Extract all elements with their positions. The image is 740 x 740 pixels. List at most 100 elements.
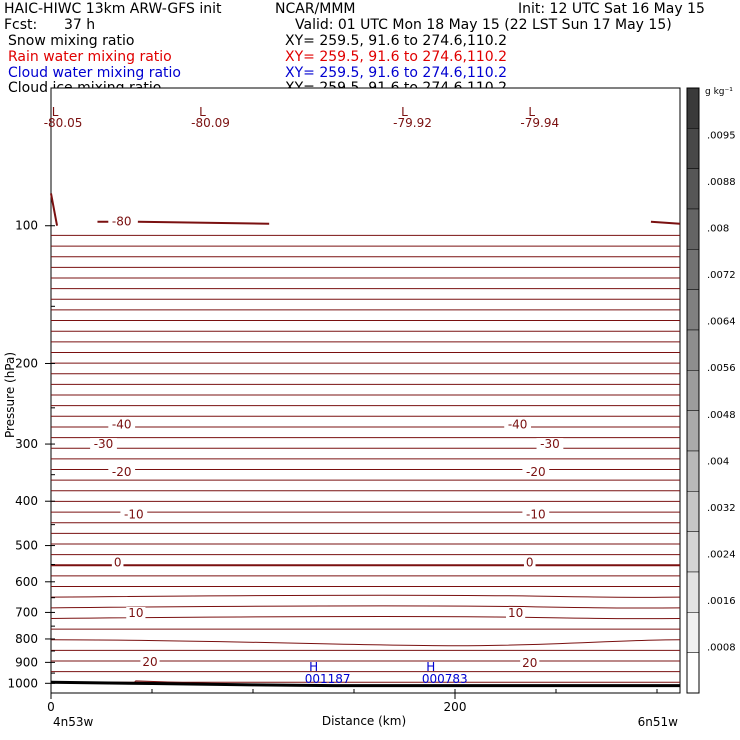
model-title: HAIC-HIWC 13km ARW-GFS init — [4, 1, 222, 17]
colorbar: .0095 .0088 .008 .0072 .0064 .0056 .0048 .004 .0… — [686, 87, 736, 694]
field-xy-snow: XY= 259.5, 91.6 to 274.6,110.2 — [285, 33, 508, 49]
colorbar-label: .0088 — [707, 177, 736, 188]
colorbar-swatch — [686, 571, 700, 613]
init-time: Init: 12 UTC Sat 16 May 15 — [518, 1, 705, 17]
contour-label-bg — [140, 655, 160, 668]
contour-line — [50, 639, 681, 647]
contour-label-bg — [522, 465, 550, 478]
terrain-line — [50, 680, 680, 688]
valid-time: Valid: 01 UTC Mon 18 May 15 (22 LST Sun … — [295, 17, 672, 33]
contour-label: 10 — [128, 606, 143, 620]
y-tick-label: 800 — [15, 632, 38, 646]
contour-label-bg — [120, 508, 148, 521]
contour-label: 20 — [522, 656, 537, 670]
colorbar-label: .0095 — [707, 131, 736, 142]
low-marker-value: -80.05 — [44, 116, 83, 130]
low-marker-label: L — [528, 105, 535, 119]
y-tick-label: 100 — [15, 219, 38, 233]
contour-label: -40 — [112, 418, 132, 432]
colorbar-label: .0008 — [707, 642, 736, 653]
colorbar-label: .0016 — [707, 596, 736, 607]
low-marker-label: L — [52, 105, 59, 119]
low-marker-label: L — [401, 105, 408, 119]
contour-line — [50, 594, 681, 598]
colorbar-swatch — [686, 249, 700, 290]
org-label: NCAR/MMM — [275, 1, 356, 17]
contour-line — [50, 605, 681, 609]
x-tick-label-0: 0 — [47, 700, 55, 714]
contour-label: -20 — [526, 465, 546, 479]
right-endpoint-label: 6n51w — [638, 715, 679, 729]
contour-line — [137, 220, 270, 225]
field-name-snow: Snow mixing ratio — [8, 33, 135, 49]
fcst-label: Fcst: — [4, 17, 38, 33]
colorbar-frame — [686, 87, 700, 694]
colorbar-label: .0032 — [707, 503, 736, 514]
y-tick-label: 1000 — [7, 676, 38, 690]
high-marker-value: 001187 — [305, 672, 351, 686]
contour-label-bg — [504, 418, 532, 431]
colorbar-swatch — [686, 329, 700, 371]
colorbar-swatch — [686, 410, 700, 452]
colorbar-swatch — [686, 128, 700, 169]
contour-label: -10 — [526, 508, 546, 522]
y-tick-label: 600 — [15, 575, 38, 589]
contour-label: 20 — [142, 655, 157, 669]
contour-label-bg — [108, 215, 136, 228]
contour-label-bg — [108, 418, 136, 431]
contour-label-bg — [90, 438, 117, 451]
field-xy-cloudwater: XY= 259.5, 91.6 to 274.6,110.2 — [285, 65, 508, 81]
contour-label: 10 — [508, 606, 523, 620]
contour-label: -80 — [112, 215, 132, 229]
contour-label-bg — [520, 656, 540, 669]
contour-label: 0 — [114, 556, 122, 570]
low-marker-value: -80.09 — [191, 116, 230, 130]
colorbar-label: .0056 — [707, 363, 736, 374]
colorbar-swatch — [686, 450, 700, 492]
left-endpoint-label: 4n53w — [53, 715, 94, 729]
contour-label: 0 — [526, 556, 534, 570]
y-tick-label: 300 — [15, 437, 38, 451]
y-axis-label: Pressure (hPa) — [3, 352, 17, 438]
colorbar-swatch — [686, 289, 700, 331]
contour-label-bg — [522, 508, 550, 521]
contour-label: -10 — [124, 508, 144, 522]
contour-label-bg — [126, 606, 146, 619]
y-tick-label: 700 — [15, 605, 38, 619]
low-marker-label: L — [199, 105, 206, 119]
colorbar-label: .0048 — [707, 410, 736, 421]
fcst-value: 37 h — [64, 17, 96, 33]
colorbar-swatch — [686, 370, 700, 411]
colorbar-label: .0064 — [707, 317, 736, 328]
y-tick-label: 200 — [15, 356, 38, 370]
low-marker-value: -79.92 — [393, 116, 432, 130]
colorbar-swatch — [686, 531, 700, 573]
colorbar-label: .0024 — [707, 549, 736, 560]
high-marker-label: H — [426, 660, 435, 674]
contour-label: -40 — [508, 418, 528, 432]
plot-frame — [50, 87, 681, 694]
colorbar-swatch — [686, 168, 700, 210]
colorbar-swatch — [686, 87, 700, 129]
field-name-cloudwater: Cloud water mixing ratio — [8, 65, 181, 81]
colorbar-swatch — [686, 491, 700, 532]
contour-label-bg — [506, 606, 526, 619]
temperature-contours — [50, 193, 681, 688]
x-tick-label-1: 200 — [444, 700, 467, 714]
y-tick-label: 500 — [15, 539, 38, 553]
contour-label-bg — [536, 438, 564, 451]
high-marker-value: 000783 — [422, 672, 468, 686]
contour-label: -20 — [112, 465, 132, 479]
contour-label: -30 — [94, 437, 114, 451]
y-tick-label: 900 — [15, 655, 38, 669]
field-xy-rain: XY= 259.5, 91.6 to 274.6,110.2 — [285, 49, 508, 65]
contour-label-bg — [111, 556, 124, 569]
contour-label-bg — [108, 465, 136, 478]
colorbar-swatch — [686, 612, 700, 653]
field-name-rain: Rain water mixing ratio — [8, 49, 172, 65]
contour-line — [50, 615, 681, 620]
contour-line — [650, 220, 681, 225]
